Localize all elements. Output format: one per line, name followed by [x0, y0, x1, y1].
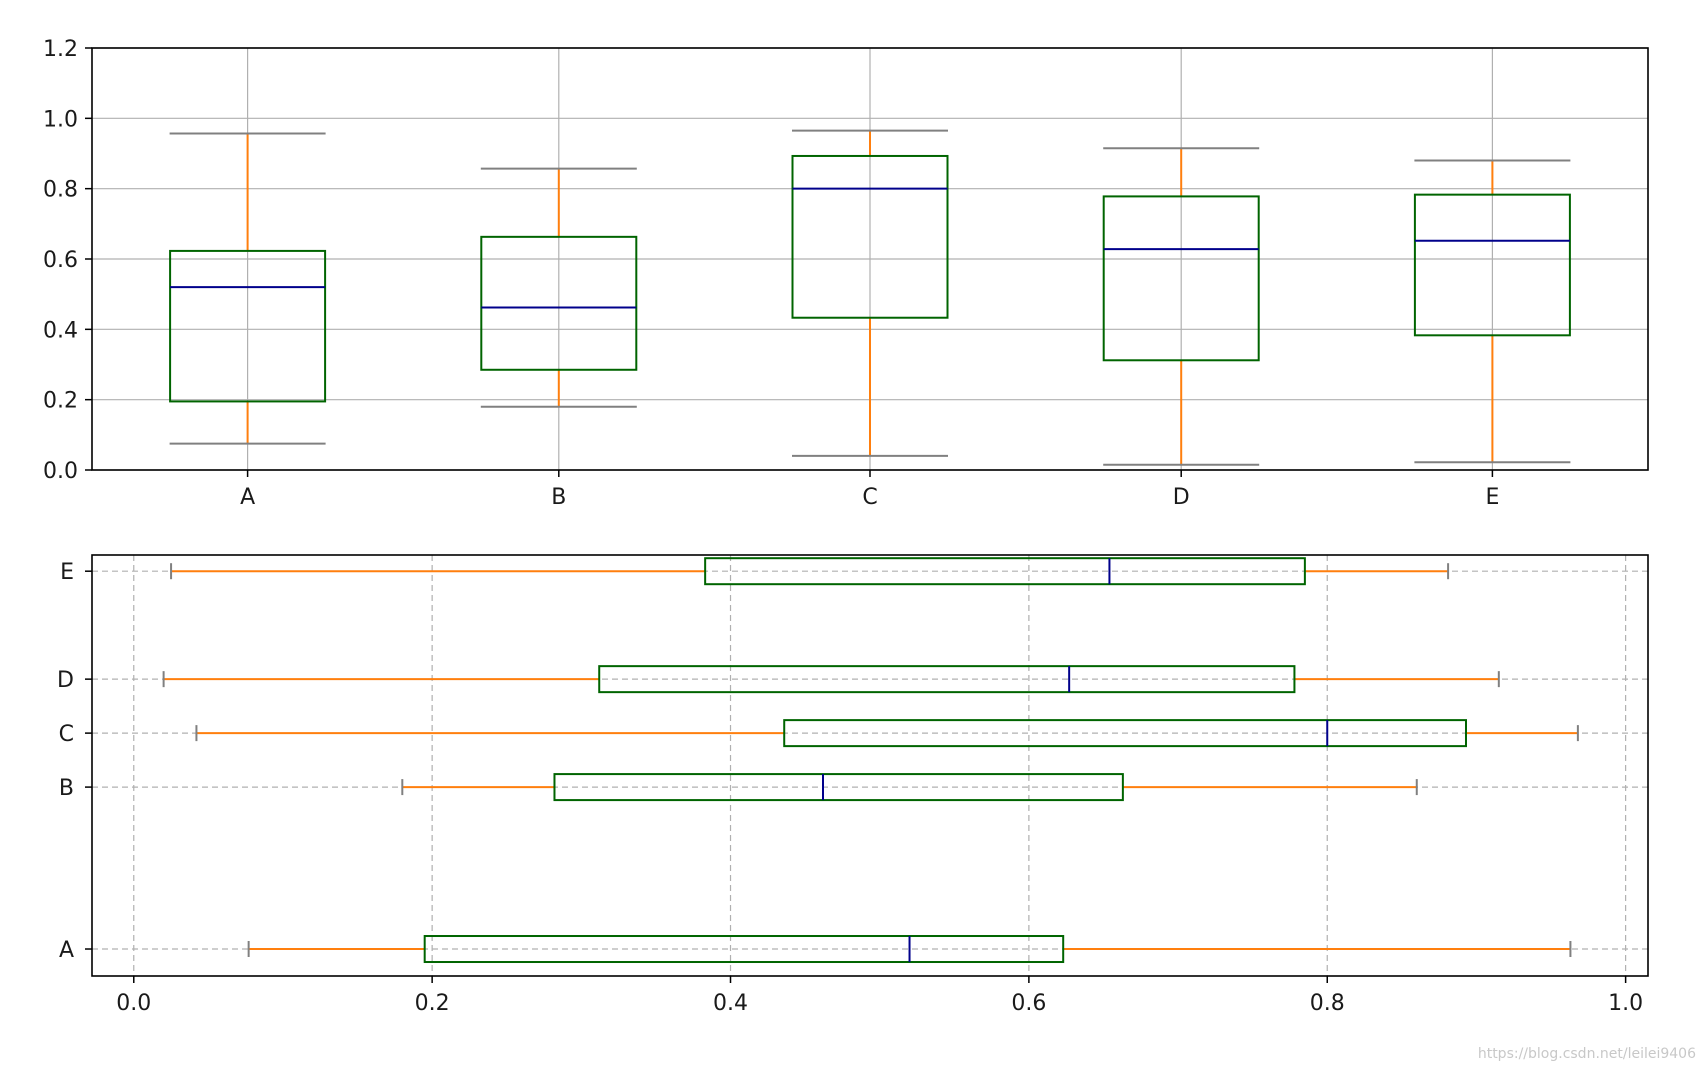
box-body — [783, 719, 1467, 748]
box-A — [247, 935, 1572, 964]
x-tick-label: D — [1173, 485, 1190, 510]
x-tick-label: 0.0 — [116, 991, 151, 1016]
y-tick-label: B — [59, 776, 74, 801]
box-body — [598, 665, 1296, 694]
box-E — [1413, 159, 1571, 464]
box-D — [162, 665, 1500, 694]
y-tick-label: D — [57, 668, 74, 693]
box-body — [704, 557, 1306, 586]
y-tick-label: 1.0 — [43, 107, 78, 132]
y-tick-label: 0.2 — [43, 389, 78, 414]
x-tick-label: 0.4 — [713, 991, 748, 1016]
x-tick-label: 0.6 — [1011, 991, 1046, 1016]
box-body — [423, 935, 1065, 964]
y-tick-label: A — [59, 938, 74, 963]
box-C — [791, 129, 949, 457]
box-E — [170, 557, 1450, 586]
box-body — [791, 154, 949, 319]
x-tick-label: 0.8 — [1310, 991, 1345, 1016]
box-B — [480, 167, 638, 408]
box-B — [401, 773, 1418, 802]
vertical-boxplot-chart: 0.0 0.2 0.4 0.6 0.8 1.0 1.2 A B C D E — [43, 37, 1649, 510]
y-tick-label: 0.0 — [43, 459, 78, 484]
box-body — [169, 249, 327, 403]
y-tick-label: E — [60, 560, 74, 585]
horizontal-boxplot-chart: 0.0 0.2 0.4 0.6 0.8 1.0 A B C D E — [57, 554, 1649, 1016]
x-tick-label: 0.2 — [415, 991, 450, 1016]
box-body — [480, 235, 638, 371]
box-A — [169, 132, 327, 445]
y-tick-label: 0.4 — [43, 318, 78, 343]
y-tick-label: 0.8 — [43, 178, 78, 203]
box-D — [1102, 147, 1260, 466]
y-tick-label: 0.6 — [43, 248, 78, 273]
box-body — [1413, 193, 1571, 337]
box-body — [1102, 195, 1260, 362]
x-tick-label: B — [551, 485, 566, 510]
box-body — [553, 773, 1124, 802]
y-tick-label: 1.2 — [43, 37, 78, 62]
plot-frame — [91, 554, 1649, 977]
x-tick-label: A — [240, 485, 255, 510]
box-C — [195, 719, 1579, 748]
watermark: https://blog.csdn.net/leilei9406 — [1477, 1046, 1696, 1062]
x-tick-label: 1.0 — [1608, 991, 1643, 1016]
x-tick-label: C — [862, 485, 877, 510]
y-tick-label: C — [59, 722, 74, 747]
x-tick-label: E — [1485, 485, 1499, 510]
